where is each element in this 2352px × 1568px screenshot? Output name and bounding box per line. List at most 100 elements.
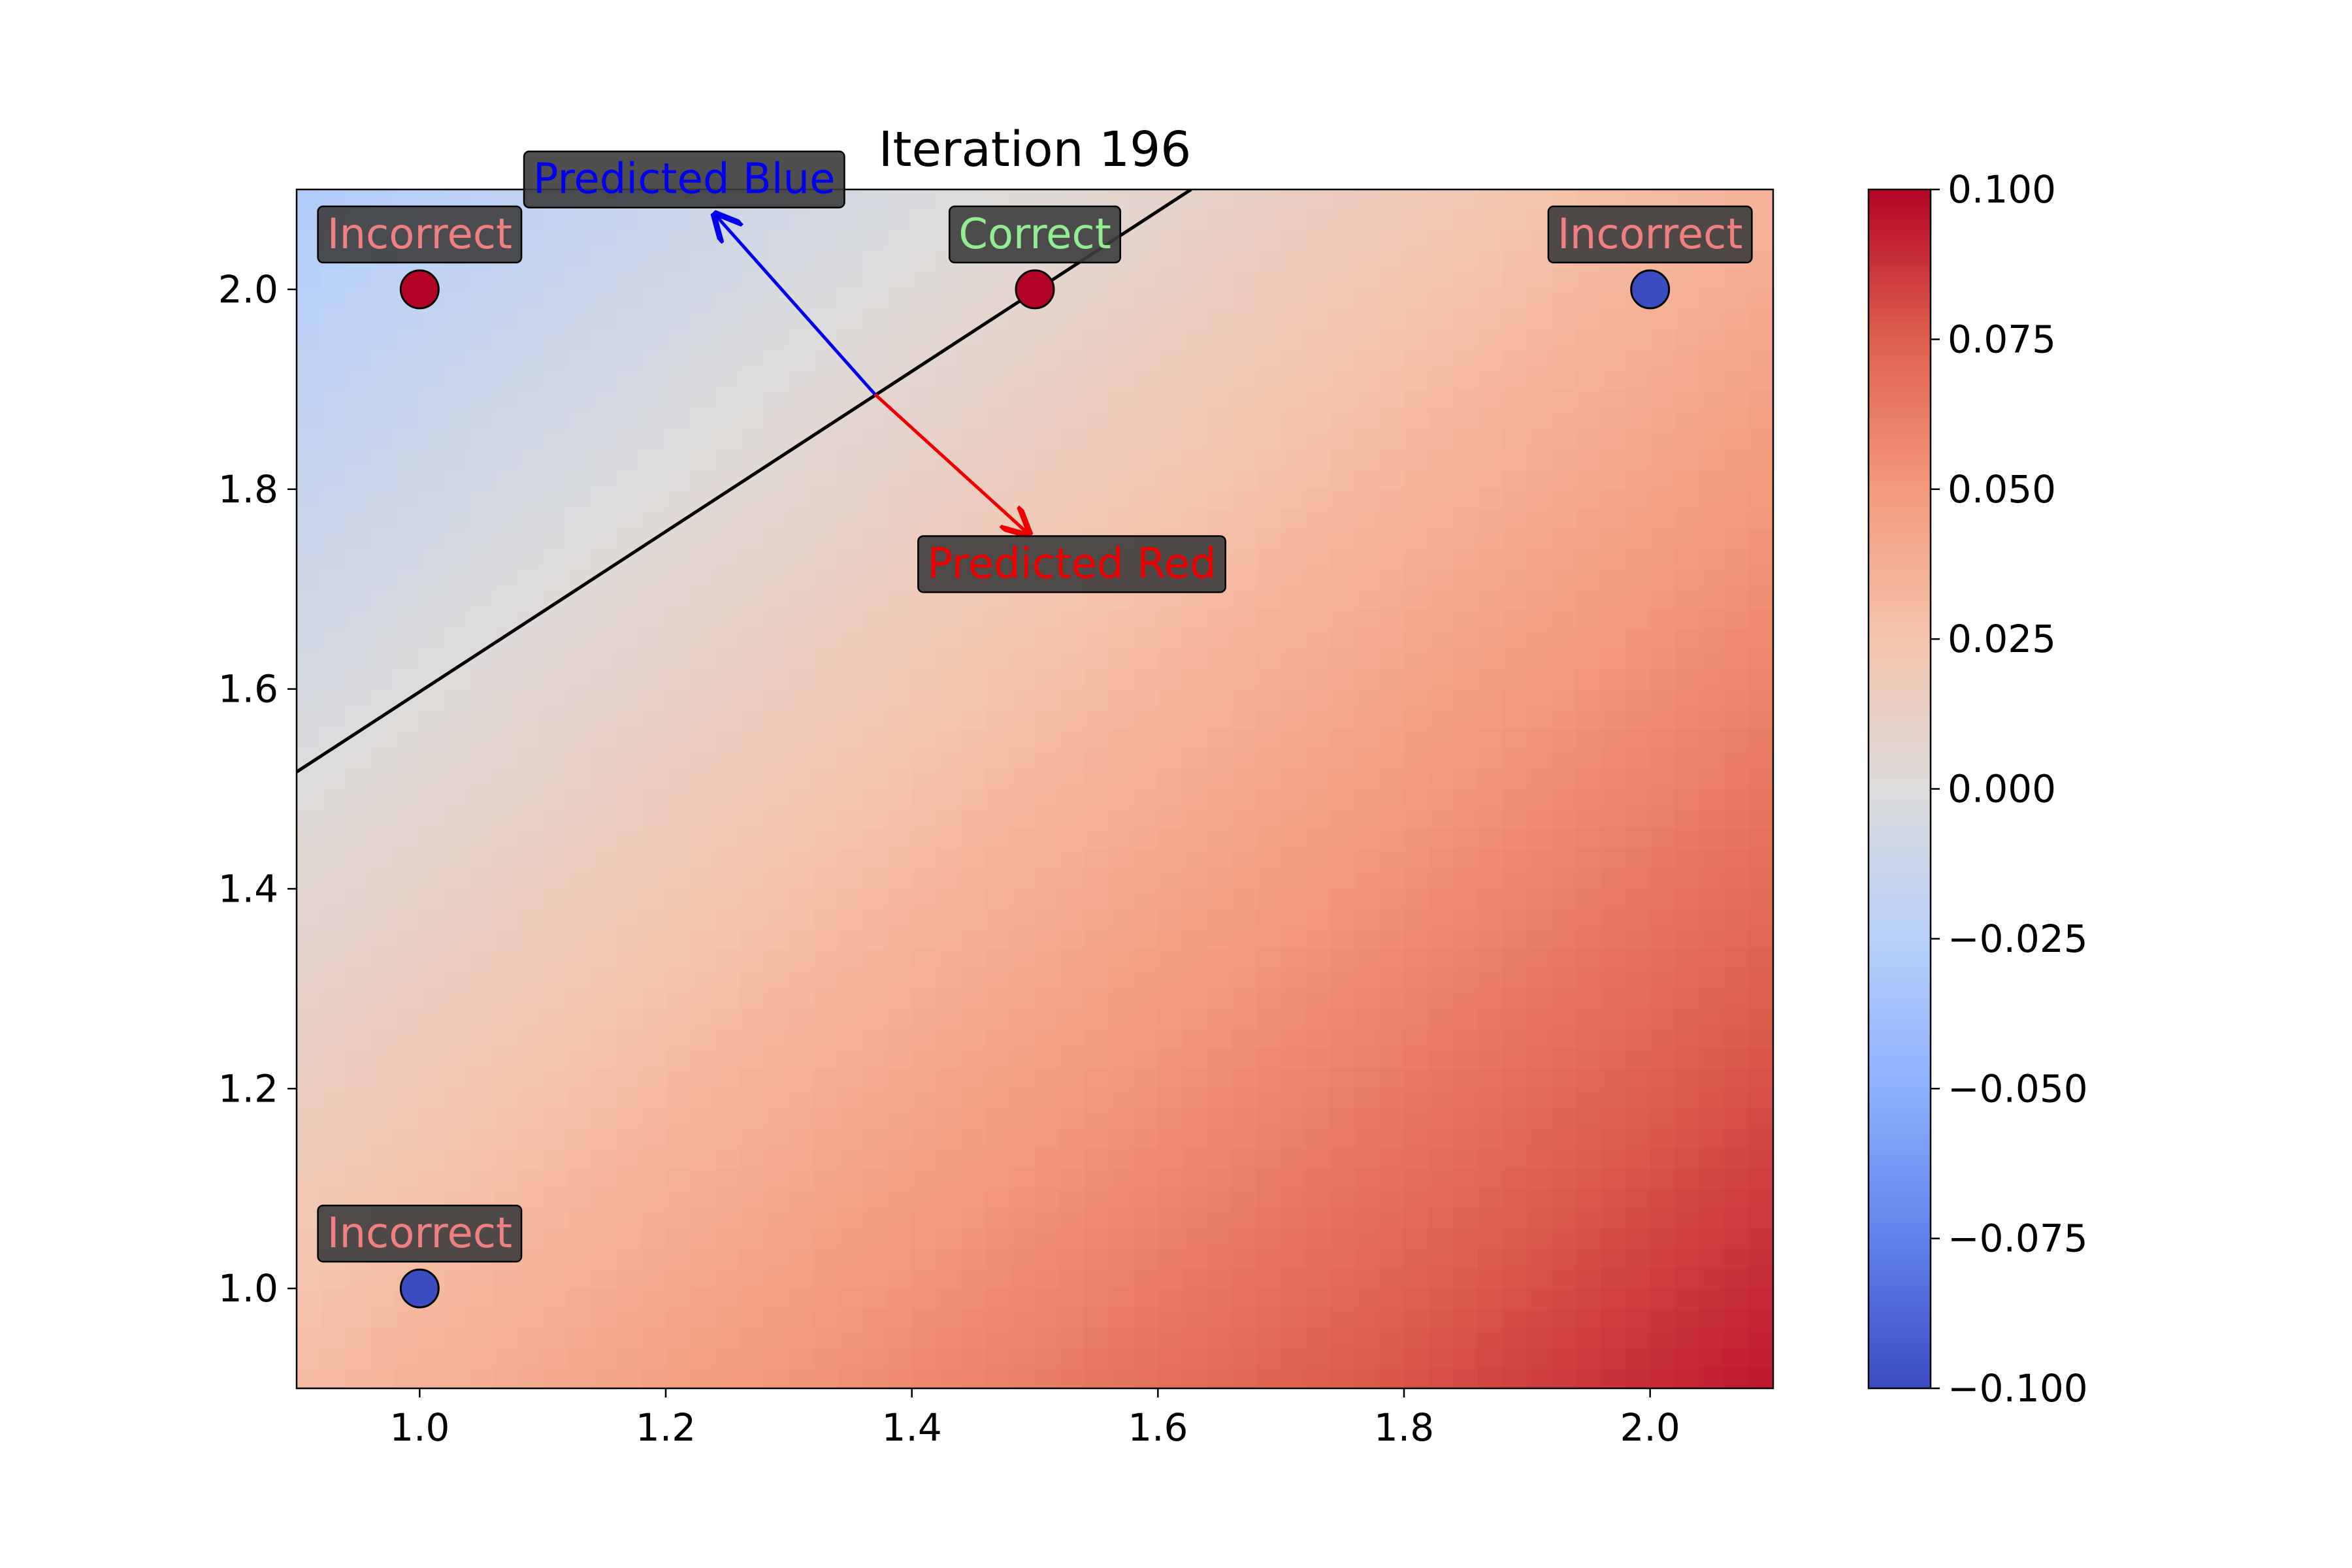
heatmap-cell xyxy=(813,269,839,290)
heatmap-cell xyxy=(1059,1149,1085,1169)
heatmap-cell xyxy=(1552,868,1577,890)
heatmap-cell xyxy=(1625,1268,1651,1289)
heatmap-cell xyxy=(1428,249,1454,270)
heatmap-cell xyxy=(838,289,864,310)
heatmap-cell xyxy=(321,1368,347,1388)
heatmap-cell xyxy=(1723,1049,1750,1070)
heatmap-cell xyxy=(567,849,593,870)
heatmap-cell xyxy=(1674,828,1700,850)
heatmap-cell xyxy=(1404,1008,1429,1030)
heatmap-cell xyxy=(641,649,666,670)
heatmap-cell xyxy=(838,1208,864,1230)
heatmap-cell xyxy=(1354,728,1380,750)
heatmap-cell xyxy=(592,928,617,949)
heatmap-cell xyxy=(1330,689,1356,710)
heatmap-cell xyxy=(542,209,568,230)
heatmap-cell xyxy=(715,928,740,949)
heatmap-cell xyxy=(1552,1068,1577,1090)
heatmap-cell xyxy=(346,569,371,590)
heatmap-cell xyxy=(1404,429,1429,450)
heatmap-cell xyxy=(297,709,322,730)
heatmap-cell xyxy=(911,409,938,430)
heatmap-cell xyxy=(1650,1068,1676,1090)
heatmap-cell xyxy=(740,1049,765,1070)
heatmap-cell xyxy=(1552,1288,1577,1309)
heatmap-cell xyxy=(862,789,888,809)
heatmap-cell xyxy=(1133,229,1159,250)
heatmap-cell xyxy=(1552,1128,1577,1149)
heatmap-cell xyxy=(1527,309,1552,330)
heatmap-cell xyxy=(493,928,519,949)
heatmap-cell xyxy=(1478,809,1503,830)
heatmap-cell xyxy=(641,489,666,510)
heatmap-cell xyxy=(1478,1068,1503,1090)
heatmap-cell xyxy=(690,1348,716,1369)
heatmap-cell xyxy=(1650,309,1676,330)
heatmap-cell xyxy=(1010,1049,1036,1070)
heatmap-cell xyxy=(1207,968,1233,990)
heatmap-cell xyxy=(1748,928,1773,949)
heatmap-cell xyxy=(1133,329,1159,350)
heatmap-cell xyxy=(370,1368,396,1388)
heatmap-cell xyxy=(641,309,666,330)
heatmap-cell xyxy=(641,849,666,870)
heatmap-cell xyxy=(297,1128,322,1149)
heatmap-cell xyxy=(1281,629,1307,650)
heatmap-cell xyxy=(764,1268,790,1289)
heatmap-cell xyxy=(1035,949,1060,970)
heatmap-cell xyxy=(666,369,691,390)
heatmap-cell xyxy=(1478,889,1503,909)
heatmap-cell xyxy=(838,649,864,670)
heatmap-cell xyxy=(370,709,396,730)
heatmap-cell xyxy=(1379,868,1405,890)
heatmap-cell xyxy=(1183,389,1208,410)
heatmap-cell xyxy=(1084,369,1109,390)
heatmap-cell xyxy=(321,1008,347,1030)
heatmap-cell xyxy=(567,229,593,250)
heatmap-cell xyxy=(1625,1308,1651,1330)
heatmap-cell xyxy=(1650,1108,1676,1130)
heatmap-cell xyxy=(1527,1368,1552,1388)
heatmap-cell xyxy=(1502,389,1528,410)
heatmap-cell xyxy=(1207,669,1233,690)
heatmap-cell xyxy=(1256,369,1282,390)
heatmap-cell xyxy=(985,449,1011,470)
heatmap-cell xyxy=(1035,1248,1060,1269)
heatmap-cell xyxy=(740,1168,765,1189)
heatmap-cell xyxy=(1428,1368,1454,1388)
heatmap-cell xyxy=(419,509,445,530)
heatmap-cell xyxy=(1256,489,1282,510)
heatmap-cell xyxy=(346,269,371,290)
heatmap-cell xyxy=(715,689,740,710)
heatmap-cell xyxy=(1256,1049,1282,1070)
heatmap-cell xyxy=(542,289,568,310)
heatmap-cell xyxy=(616,1228,642,1249)
heatmap-cell xyxy=(1650,1008,1676,1030)
heatmap-cell xyxy=(1699,728,1725,750)
heatmap-cell xyxy=(1158,809,1183,830)
heatmap-cell xyxy=(1232,649,1257,670)
heatmap-cell xyxy=(1699,968,1725,990)
heatmap-cell xyxy=(862,1308,888,1330)
heatmap-cell xyxy=(961,669,987,690)
heatmap-cell xyxy=(1109,409,1134,430)
heatmap-cell xyxy=(1059,909,1085,930)
heatmap-cell xyxy=(1059,889,1085,909)
heatmap-cell xyxy=(1674,1088,1700,1109)
heatmap-cell xyxy=(1502,1308,1528,1330)
heatmap-cell xyxy=(789,249,814,270)
heatmap-cell xyxy=(715,1088,740,1109)
heatmap-cell xyxy=(616,868,642,890)
heatmap-cell xyxy=(493,1128,519,1149)
heatmap-cell xyxy=(1650,1188,1676,1209)
heatmap-cell xyxy=(567,789,593,809)
heatmap-cell xyxy=(1256,1208,1282,1230)
heatmap-cell xyxy=(1207,1268,1233,1289)
heatmap-cell xyxy=(370,1348,396,1369)
heatmap-cell xyxy=(1354,409,1380,430)
heatmap-cell xyxy=(1453,589,1478,610)
heatmap-cell xyxy=(1133,1088,1159,1109)
heatmap-cell xyxy=(370,889,396,909)
heatmap-cell xyxy=(1674,1188,1700,1209)
heatmap-cell xyxy=(1330,509,1356,530)
